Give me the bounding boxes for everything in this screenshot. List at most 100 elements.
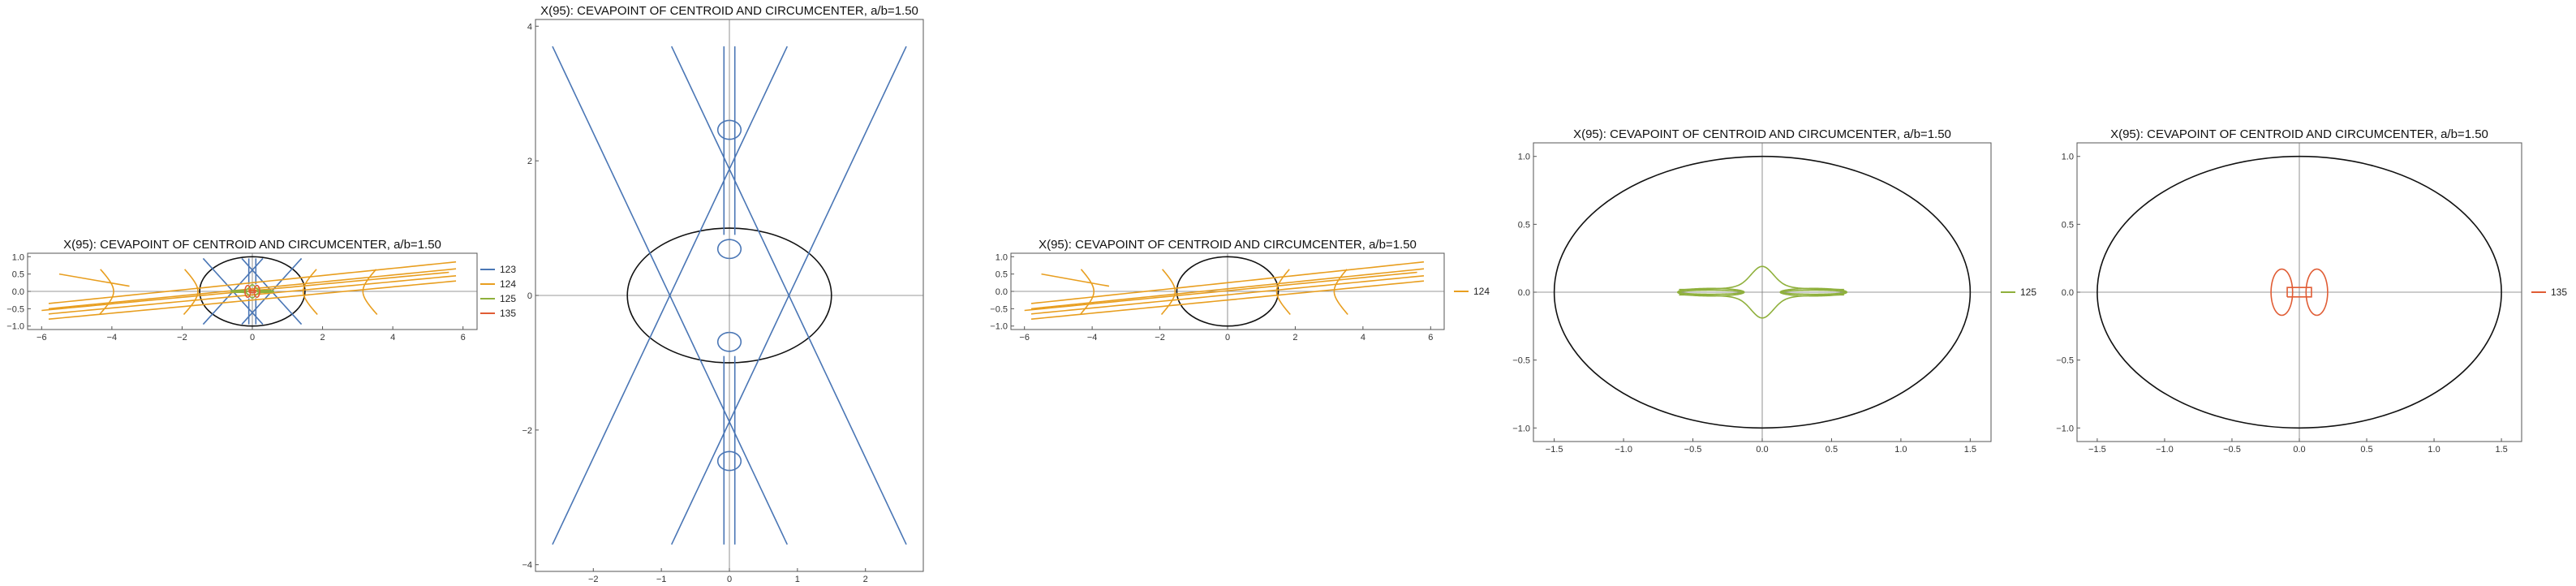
x-tick-label: −4 (107, 333, 118, 343)
y-tick-label: −4 (522, 561, 532, 571)
series-124-curve (48, 268, 457, 310)
series-124-curve (48, 280, 457, 320)
series-123-curve (552, 45, 789, 545)
chart-panel-1: X(95): CEVAPOINT OF CENTROID AND CIRCUMC… (6, 238, 516, 343)
series-124-curve (1041, 273, 1110, 287)
plot-body (1553, 155, 1972, 429)
plot-body (41, 256, 457, 327)
y-tick-label: 0.0 (2062, 288, 2074, 298)
y-tick-label: 1.0 (996, 252, 1008, 262)
circumellipse (626, 227, 832, 364)
y-tick-label: 0.5 (996, 270, 1008, 280)
series-124-curve (1030, 274, 1425, 315)
series-135-curve (2286, 287, 2312, 298)
series-125-curve (1676, 287, 1745, 297)
y-tick-label: 0.0 (1518, 288, 1530, 298)
plot-body (552, 45, 907, 545)
chart-panel-3: X(95): CEVAPOINT OF CENTROID AND CIRCUMC… (990, 238, 1490, 343)
y-tick-label: 1.0 (1518, 153, 1530, 162)
chart-panel-2: X(95): CEVAPOINT OF CENTROID AND CIRCUMC… (522, 4, 924, 584)
y-tick-label: 0.5 (2062, 220, 2074, 230)
y-tick-label: −1.0 (1512, 424, 1530, 433)
plot-body (2096, 155, 2502, 429)
series-135-curve (244, 284, 252, 299)
series-135-curve (2305, 268, 2329, 317)
series-123-curve (716, 450, 742, 472)
x-tick-label: −2 (588, 575, 599, 584)
series-124-curve (183, 269, 199, 316)
series-124-curve (1160, 269, 1176, 316)
series-124-curve (1030, 261, 1425, 304)
y-tick-label: −2 (522, 426, 532, 436)
chart-title: X(95): CEVAPOINT OF CENTROID AND CIRCUMC… (63, 238, 441, 252)
x-tick-label: 0.5 (2360, 445, 2372, 455)
x-tick-label: −1.0 (1615, 445, 1632, 455)
x-tick-label: 0 (1225, 333, 1230, 343)
y-tick-label: 0.5 (12, 270, 24, 280)
series-135-curve (248, 289, 256, 294)
x-tick-label: 4 (390, 333, 395, 343)
x-tick-label: 1.5 (2495, 445, 2507, 455)
series-123-curve (670, 45, 907, 545)
plot-body (1024, 256, 1425, 327)
y-tick-label: −0.5 (2056, 356, 2074, 366)
y-tick-label: −1.0 (2056, 424, 2074, 433)
x-tick-label: −0.5 (2223, 445, 2241, 455)
x-tick-label: −6 (37, 333, 47, 343)
x-tick-label: 1.0 (2428, 445, 2440, 455)
y-tick-label: 1.0 (2062, 153, 2074, 162)
chart-title: X(95): CEVAPOINT OF CENTROID AND CIRCUMC… (1573, 127, 1951, 141)
y-tick-label: 0.0 (996, 287, 1008, 297)
circumellipse (2096, 155, 2502, 429)
series-124-curve (1333, 269, 1348, 316)
y-tick-label: −0.5 (1512, 356, 1530, 366)
series-124-curve (302, 269, 318, 316)
y-tick-label: 1.0 (12, 252, 24, 262)
x-tick-label: −4 (1087, 333, 1098, 343)
x-tick-label: 4 (1361, 333, 1365, 343)
y-tick-label: −0.5 (6, 304, 24, 314)
circumellipse (1553, 155, 1972, 429)
x-tick-label: −1.5 (2088, 445, 2106, 455)
series-124-curve (362, 269, 378, 316)
x-tick-label: 1.0 (1894, 445, 1907, 455)
chart-title: X(95): CEVAPOINT OF CENTROID AND CIRCUMC… (1039, 238, 1417, 252)
chart-panel-5: X(95): CEVAPOINT OF CENTROID AND CIRCUMC… (2056, 127, 2567, 455)
series-125-curve (1679, 294, 1844, 319)
legend-label-135: 135 (2551, 287, 2567, 298)
x-tick-label: 0.5 (1826, 445, 1838, 455)
chart-title: X(95): CEVAPOINT OF CENTROID AND CIRCUMC… (2110, 127, 2488, 141)
series-124-curve (1030, 268, 1425, 310)
chart-title: X(95): CEVAPOINT OF CENTROID AND CIRCUMC… (540, 4, 918, 18)
circumellipse (199, 256, 306, 327)
series-125-curve (1678, 289, 1744, 295)
y-tick-label: −1.0 (990, 322, 1008, 332)
y-tick-label: −1.0 (6, 322, 24, 332)
y-tick-label: 2 (527, 157, 532, 166)
y-tick-label: 4 (527, 22, 532, 32)
series-123-curve (716, 239, 742, 260)
series-125-curve (231, 284, 273, 291)
x-tick-label: 1.5 (1964, 445, 1976, 455)
x-tick-label: 0.0 (1756, 445, 1768, 455)
x-tick-label: −2 (1155, 333, 1165, 343)
x-tick-label: 0 (250, 333, 255, 343)
series-124-curve (58, 273, 130, 287)
series-125-curve (231, 291, 273, 299)
legend-label-135: 135 (500, 308, 516, 319)
series-135-curve (253, 284, 260, 299)
series-124-curve (48, 261, 457, 304)
x-tick-label: −1.5 (1546, 445, 1563, 455)
x-tick-label: 0 (727, 575, 732, 584)
series-125-curve (1679, 265, 1844, 291)
x-tick-label: −2 (177, 333, 187, 343)
y-tick-label: 0.0 (12, 287, 24, 297)
x-tick-label: −1 (656, 575, 667, 584)
series-135-curve (2270, 268, 2294, 317)
x-tick-label: 2 (320, 333, 325, 343)
x-tick-label: 6 (1428, 333, 1433, 343)
circumellipse (1176, 256, 1279, 327)
legend-label-124: 124 (500, 278, 516, 290)
chart-panel-4: X(95): CEVAPOINT OF CENTROID AND CIRCUMC… (1512, 127, 2036, 455)
